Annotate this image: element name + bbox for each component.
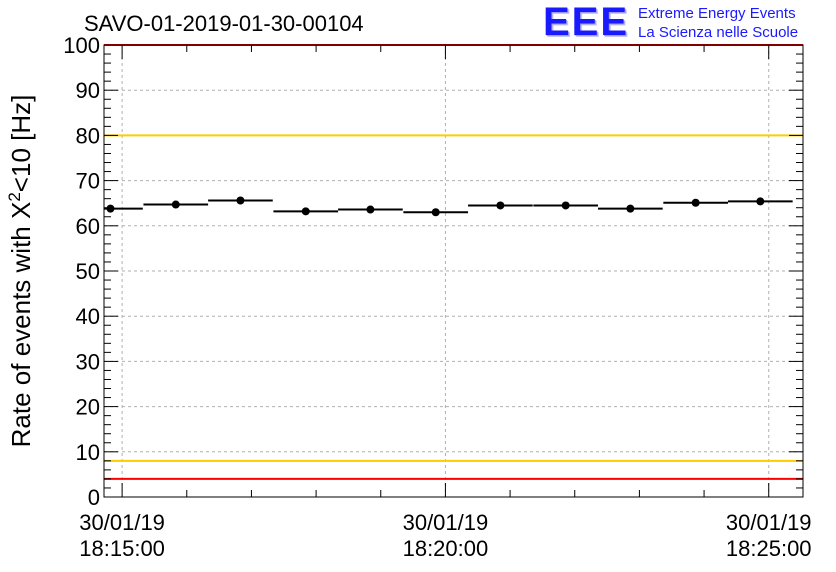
y-tick-label-80: 80	[76, 123, 100, 148]
data-point-6	[496, 201, 505, 210]
data-point-9	[691, 198, 700, 207]
x-tick-label-time-1: 18:20:00	[403, 536, 489, 561]
y-tick-label-40: 40	[76, 304, 100, 329]
chart-title: SAVO-01-2019-01-30-00104	[84, 11, 364, 36]
x-tick-label-date-0: 30/01/19	[79, 510, 165, 535]
y-axis-label-superscript: 2	[5, 192, 24, 201]
data-point-4	[366, 205, 375, 214]
logo-text-line1: Extreme Energy Events	[638, 5, 796, 22]
data-point-0	[106, 204, 115, 213]
eee-logo: EEE Extreme Energy Events La Scienza nel…	[543, 2, 833, 42]
data-point-7	[561, 201, 570, 210]
y-tick-label-0: 0	[88, 485, 100, 510]
data-point-5	[431, 208, 440, 217]
x-tick-label-time-0: 18:15:00	[79, 536, 165, 561]
y-tick-label-70: 70	[76, 169, 100, 194]
x-tick-label-date-1: 30/01/19	[403, 510, 489, 535]
x-tick-label-time-2: 18:25:00	[726, 536, 812, 561]
y-tick-label-10: 10	[76, 440, 100, 465]
y-tick-label-100: 100	[63, 33, 100, 58]
y-tick-label-90: 90	[76, 78, 100, 103]
y-axis-label-prefix: Rate of events with X	[6, 202, 36, 448]
y-axis-label-suffix: <10 [Hz]	[6, 95, 36, 193]
data-point-1	[171, 200, 180, 209]
logo-mark: EEE	[543, 0, 630, 44]
data-point-8	[626, 204, 635, 213]
y-tick-label-20: 20	[76, 395, 100, 420]
data-point-10	[756, 197, 765, 206]
y-axis-label: Rate of events with X2<10 [Hz]	[5, 95, 36, 448]
data-point-2	[236, 196, 245, 205]
data-point-3	[301, 207, 310, 216]
logo-text-line2: La Scienza nelle Scuole	[638, 24, 799, 41]
y-tick-label-50: 50	[76, 259, 100, 284]
y-tick-label-60: 60	[76, 214, 100, 239]
y-tick-label-30: 30	[76, 349, 100, 374]
x-tick-label-date-2: 30/01/19	[726, 510, 812, 535]
